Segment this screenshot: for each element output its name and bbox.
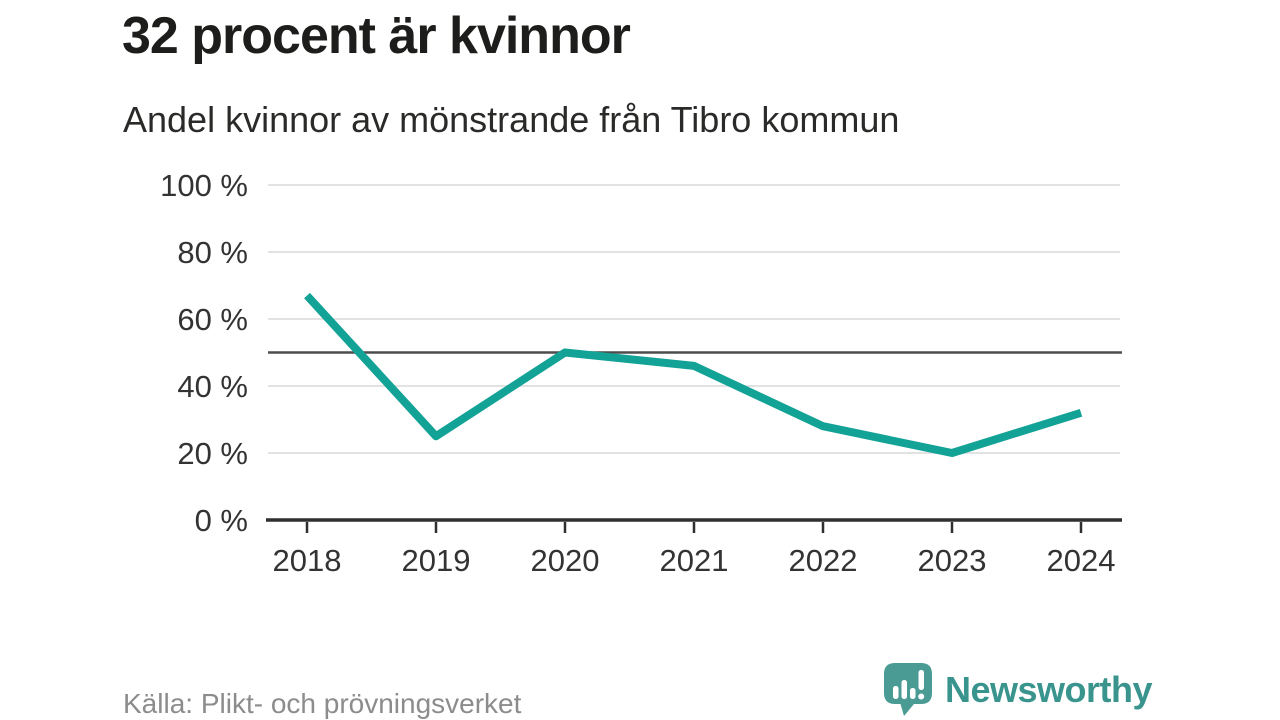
x-axis-tick-label: 2022	[789, 543, 858, 578]
newsworthy-icon	[883, 663, 932, 716]
x-axis-tick-label: 2020	[531, 543, 600, 578]
exclamation-dot	[918, 693, 925, 700]
speech-bubble-shape	[883, 663, 932, 716]
source-note: Källa: Plikt- och prövningsverket	[123, 688, 522, 719]
data-line	[304, 292, 1083, 457]
exclamation-line	[918, 670, 924, 690]
chart-title: 32 procent är kvinnor	[122, 7, 631, 65]
y-axis-tick-label: 40 %	[177, 369, 248, 404]
y-axis-tick-label: 100 %	[160, 168, 248, 203]
x-axis-tick-label: 2021	[660, 543, 729, 578]
y-axis-tick-label: 20 %	[177, 436, 248, 471]
x-axis-tick-label: 2024	[1047, 543, 1116, 578]
y-axis-tick-label: 80 %	[177, 235, 248, 270]
x-axis-tick-label: 2019	[402, 543, 471, 578]
brand-logo: Newsworthy	[883, 662, 1153, 717]
bar-1	[892, 686, 899, 699]
brand-wordmark: Newsworthy	[944, 668, 1153, 710]
x-axis-tick-label: 2018	[273, 543, 342, 578]
y-axis-tick-label: 0 %	[195, 503, 248, 538]
x-axis-tick-label: 2023	[918, 543, 987, 578]
bar-2	[901, 680, 907, 699]
bar-3	[909, 688, 916, 699]
y-axis-tick-label: 60 %	[177, 302, 248, 337]
chart-subtitle: Andel kvinnor av mönstrande från Tibro k…	[123, 99, 900, 140]
